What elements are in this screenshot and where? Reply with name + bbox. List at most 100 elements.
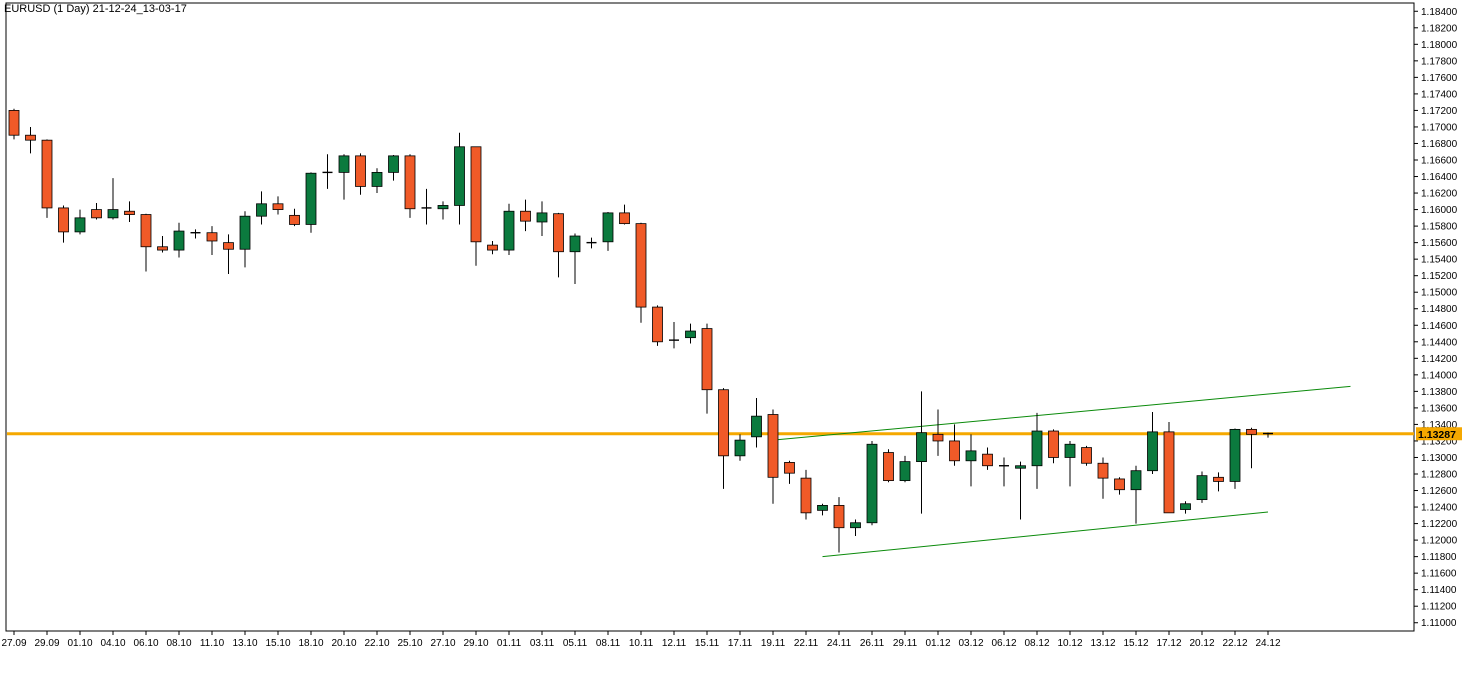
y-tick-label: 1.16200 (1421, 189, 1458, 200)
y-tick-label: 1.18400 (1421, 7, 1458, 18)
x-tick-label: 27.09 (1, 638, 26, 649)
candle (91, 202, 102, 220)
candle-body (784, 462, 795, 474)
candle (404, 154, 416, 218)
candle-body (1048, 430, 1059, 458)
current-price-marker: 1.13287 (1416, 427, 1462, 441)
candle-body (833, 504, 845, 529)
candle-body (338, 155, 350, 173)
candle-body (256, 203, 267, 217)
x-tick-label: 11.10 (200, 638, 225, 649)
x-tick-label: 20.12 (1189, 638, 1214, 649)
candle (1213, 472, 1224, 492)
x-tick-label: 26.11 (860, 638, 885, 649)
x-tick-label: 01.11 (497, 638, 522, 649)
candle (899, 455, 911, 483)
candle-body (1196, 475, 1208, 501)
candle (503, 203, 515, 256)
candle-body (982, 453, 993, 467)
candle (569, 233, 581, 284)
candle (355, 153, 366, 195)
candle (206, 226, 218, 256)
candle-body (1213, 476, 1224, 482)
candle (751, 397, 762, 448)
candle-body (470, 146, 482, 243)
candle (520, 199, 531, 232)
x-tick-label: 17.12 (1156, 638, 1181, 649)
candle (949, 424, 960, 466)
x-tick-label: 25.10 (397, 638, 422, 649)
trendlines-group (772, 385, 1351, 558)
candle (866, 440, 878, 526)
candle (932, 409, 944, 456)
candle-body (883, 452, 894, 482)
candle-body (701, 328, 713, 391)
candle-body (1081, 447, 1092, 464)
candle (734, 434, 746, 461)
y-tick-label: 1.14000 (1421, 370, 1458, 381)
y-tick-label: 1.12000 (1421, 536, 1458, 547)
candles-group (8, 108, 1273, 553)
candle (470, 146, 482, 266)
x-tick-label: 24.12 (1255, 638, 1280, 649)
candle-body (371, 171, 383, 187)
x-tick-label: 13.10 (232, 638, 257, 649)
candle-body (107, 209, 119, 219)
candle (965, 434, 977, 487)
y-tick-label: 1.12200 (1421, 519, 1458, 530)
candle-body (866, 443, 878, 524)
candle (1246, 427, 1257, 469)
candle (718, 388, 729, 489)
candle-body (652, 306, 663, 343)
candle (619, 204, 630, 225)
x-tick-label: 22.10 (364, 638, 389, 649)
candle (74, 209, 86, 235)
candle-body (800, 477, 812, 514)
candle (1229, 428, 1241, 489)
y-tick-label: 1.16000 (1421, 205, 1458, 216)
candle (437, 201, 449, 220)
candle (784, 460, 795, 484)
y-tick-label: 1.15400 (1421, 255, 1458, 266)
y-tick-label: 1.13400 (1421, 420, 1458, 431)
candle-body (404, 155, 416, 210)
candle (388, 155, 399, 181)
candle-body (173, 230, 185, 251)
candle-body (388, 155, 399, 173)
candle (1015, 461, 1026, 520)
candle-body (272, 203, 284, 210)
candle (223, 234, 234, 275)
candle (190, 229, 201, 239)
candle-body (899, 461, 911, 482)
y-tick-label: 1.15800 (1421, 222, 1458, 233)
candle-body (124, 210, 135, 215)
candle-body (520, 210, 531, 222)
candle (8, 108, 20, 140)
x-tick-label: 12.11 (662, 638, 687, 649)
candle (454, 132, 465, 225)
y-tick-label: 1.18200 (1421, 23, 1458, 34)
candle (602, 212, 614, 251)
candle (487, 240, 498, 255)
y-tick-label: 1.14400 (1421, 337, 1458, 348)
x-tick-label: 15.10 (265, 638, 290, 649)
candle-body (635, 223, 647, 308)
candle-body (602, 212, 614, 243)
candle-body (157, 246, 168, 251)
y-tick-label: 1.17000 (1421, 122, 1458, 133)
candle (1196, 471, 1208, 503)
candle (371, 168, 383, 194)
candle (1048, 429, 1059, 464)
candle (833, 497, 845, 553)
candle-body (734, 439, 746, 457)
x-tick-label: 06.10 (133, 638, 158, 649)
candle (272, 196, 284, 215)
candle-body (718, 389, 729, 457)
candle-body (487, 244, 498, 251)
x-tick-label: 15.11 (695, 638, 720, 649)
current-price-label: 1.13287 (1418, 429, 1456, 441)
candle-body (751, 415, 762, 438)
x-tick-label: 29.09 (34, 638, 59, 649)
x-tick-label: 15.12 (1123, 638, 1148, 649)
